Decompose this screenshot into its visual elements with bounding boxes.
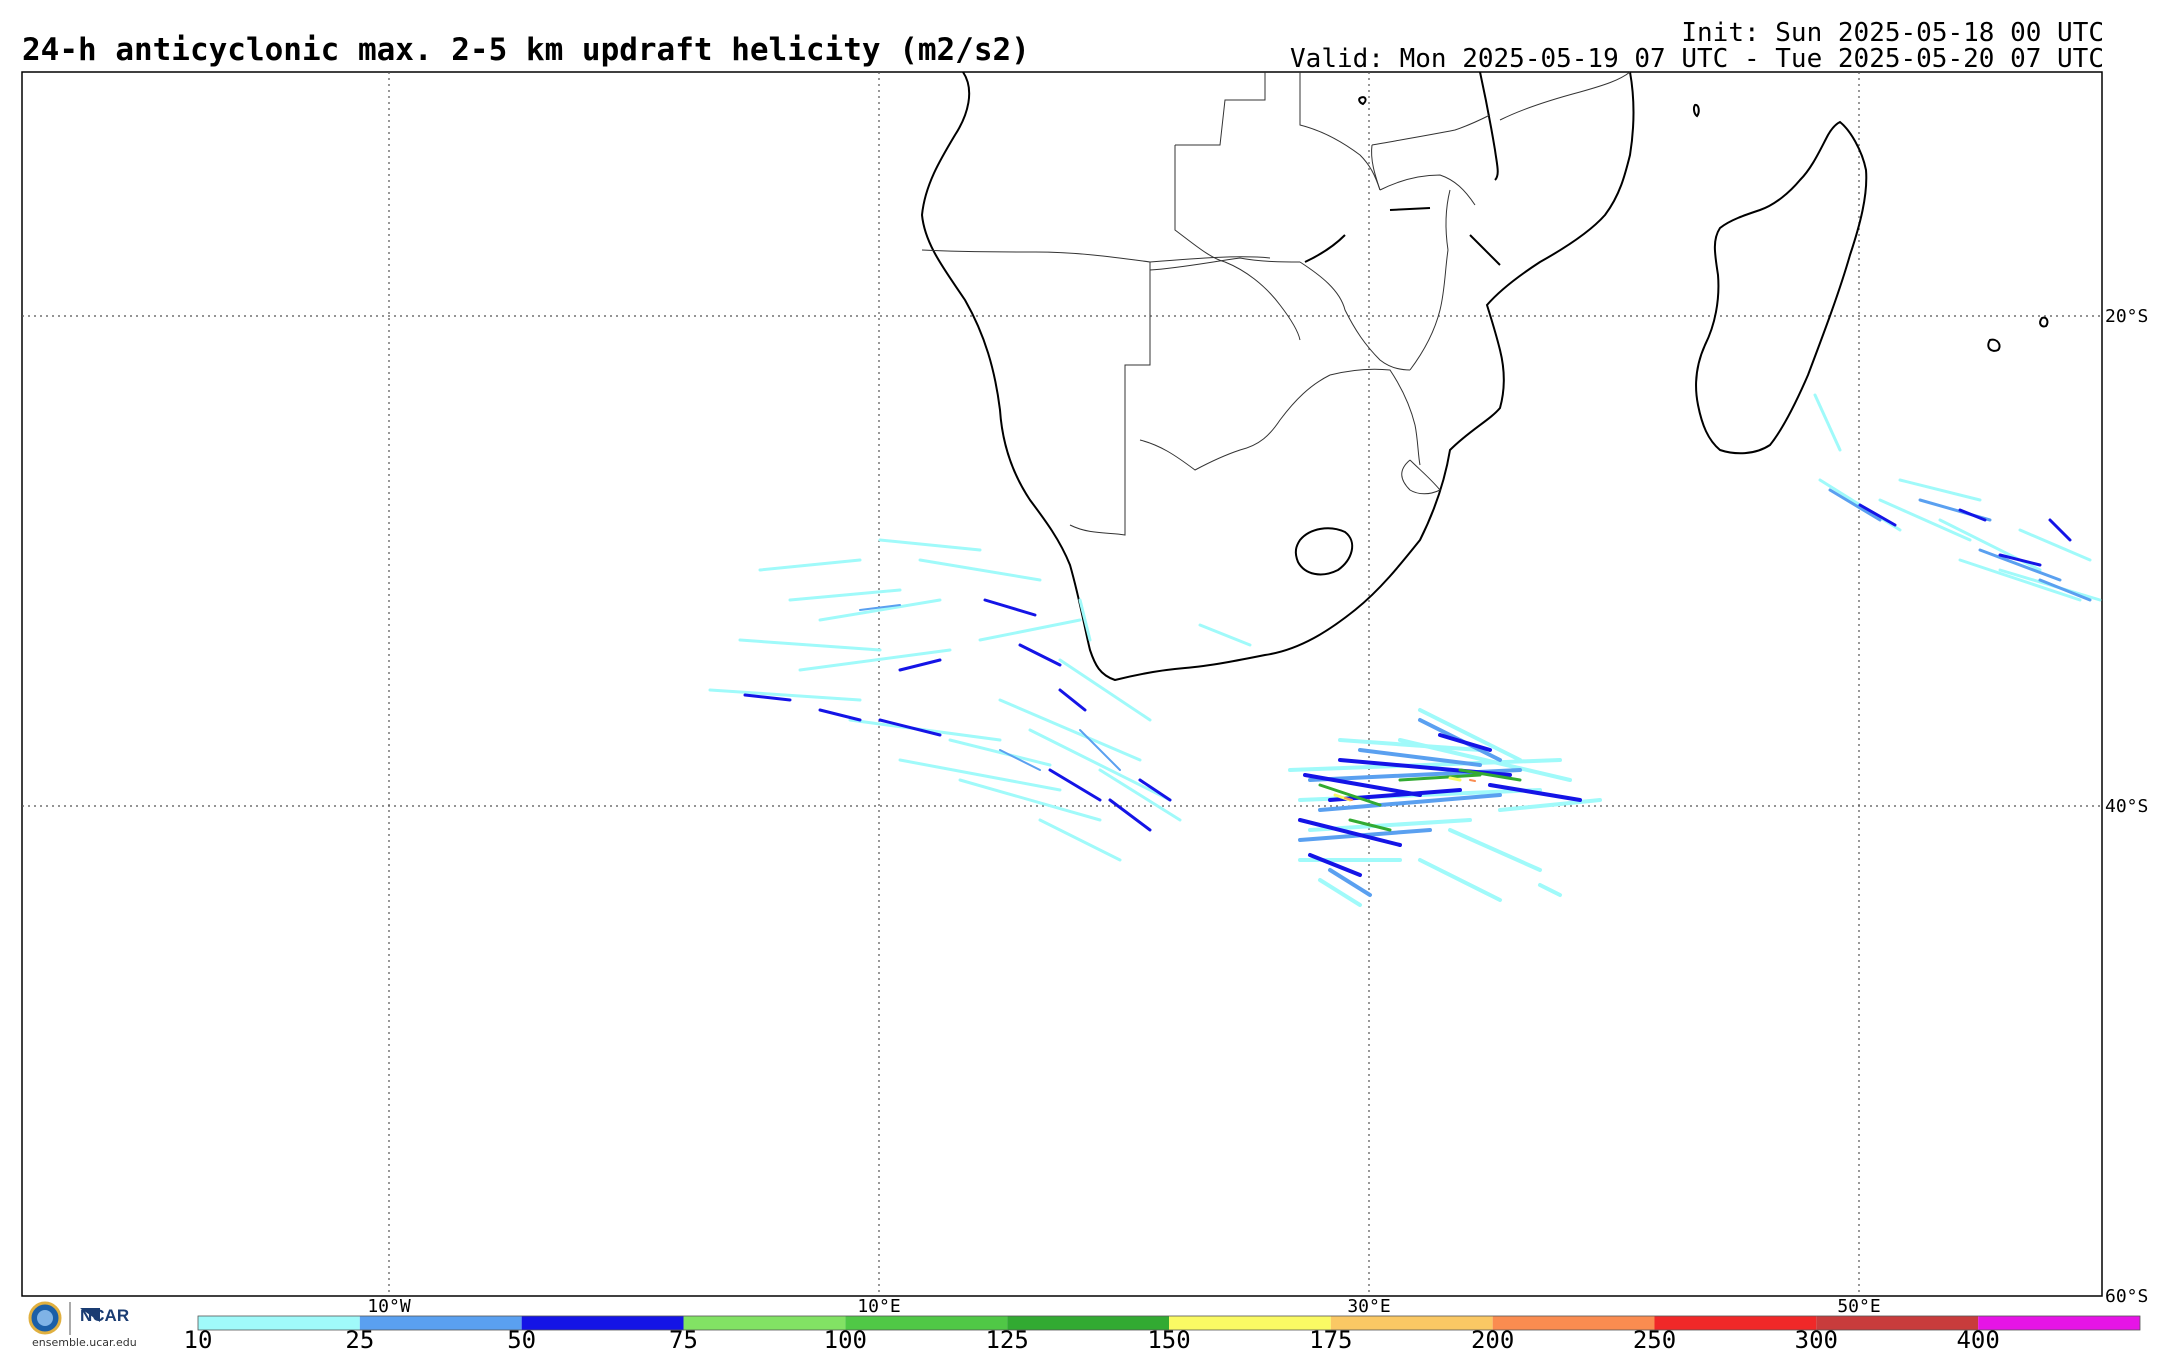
lat-label-40s: 40°S [2105,796,2148,817]
helicity-swaths-west [708,538,1252,862]
lake-malawi [1479,71,1499,181]
colorbar-tick-label: 75 [669,1326,698,1354]
lat-label-60s: 60°S [2105,1286,2148,1307]
lon-label-10w: 10°W [367,1296,411,1317]
colorbar-tick-label: 200 [1471,1326,1514,1354]
colorbar-swatch [1169,1316,1331,1330]
colorbar-swatch [198,1316,360,1330]
lat-label-20s: 20°S [2105,306,2148,327]
country-borders [921,71,1631,536]
lon-label-10e: 10°E [857,1296,900,1317]
coastlines [920,71,2049,682]
nsf-logo-icon [28,1301,100,1335]
colorbar-tick-label: 50 [507,1326,536,1354]
lesotho [1294,527,1354,576]
colorbar-tick-label: 250 [1633,1326,1676,1354]
island-2 [2039,316,2049,328]
colorbar-swatch [1007,1316,1169,1330]
colorbar-tick-label: 125 [985,1326,1028,1354]
colorbar-tick-label: 10 [184,1326,213,1354]
lat-labels: 20°S 40°S 60°S [2105,306,2148,1307]
colorbar: 10 25 50 75 100 125 150 175 200 250 300 400 [184,1315,2141,1354]
colorbar-swatch [359,1316,522,1330]
init-valid-block: Init: Sun 2025-05-18 00 UTC Valid: Mon 2… [1290,20,2104,72]
colorbar-tick-label: 300 [1795,1326,1838,1354]
madagascar-coast [1695,120,1868,455]
colorbar-swatch [683,1316,846,1330]
init-time: Init: Sun 2025-05-18 00 UTC [1681,18,2104,48]
ncar-logo: NCAR [80,1306,130,1325]
helicity-swaths-east [1813,393,2102,602]
site-url: ensemble.ucar.edu [32,1336,137,1349]
colorbar-swatch [521,1316,684,1330]
map-frame [21,71,2103,1297]
lon-label-50e: 50°E [1837,1296,1880,1317]
lon-label-30e: 30°E [1347,1296,1390,1317]
valid-time: Valid: Mon 2025-05-19 07 UTC - Tue 2025-… [1290,44,2104,74]
island-1 [1987,338,2001,352]
colorbar-tick-label: 400 [1956,1326,1999,1354]
helicity-swaths-central [1288,708,1602,907]
lake-4 [1469,234,1501,266]
africa-coast [920,71,1635,682]
graticule [22,72,2102,1296]
colorbar-swatch [1492,1316,1655,1330]
colorbar-swatch [1330,1316,1493,1330]
colorbar-swatch [1654,1316,1817,1330]
colorbar-tick-label: 25 [345,1326,374,1354]
lon-labels: 10°W 10°E 30°E 50°E [367,1296,1880,1317]
page-title: 24-h anticyclonic max. 2-5 km updraft he… [22,32,1030,68]
colorbar-tick-label: 175 [1309,1326,1352,1354]
colorbar-swatch [1978,1316,2140,1330]
colorbar-swatch [1816,1316,1979,1330]
lake-2 [1389,207,1431,211]
lake-3 [1358,96,1367,106]
colorbar-tick-label: 150 [1147,1326,1190,1354]
colorbar-frame [197,1315,2141,1331]
lake-kariba [1304,234,1346,263]
island-3 [1692,103,1700,118]
colorbar-tick-label: 100 [824,1326,867,1354]
colorbar-swatch [845,1316,1008,1330]
